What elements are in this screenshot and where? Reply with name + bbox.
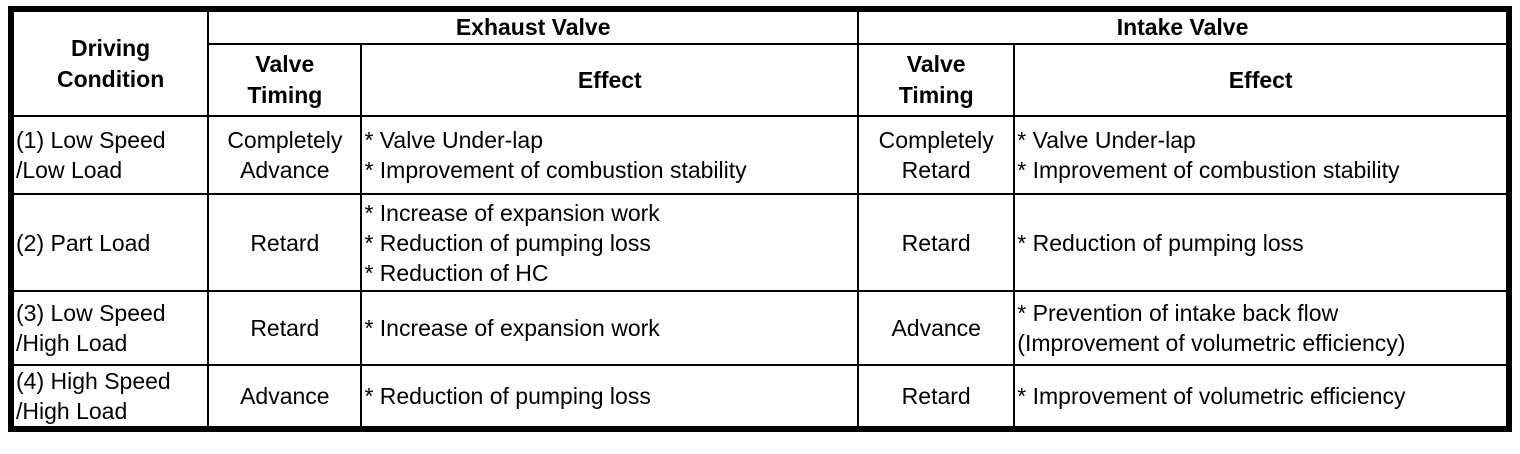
cell-intake-valve-timing: Retard bbox=[857, 193, 1016, 292]
cell-intake-valve-timing: Advance bbox=[857, 290, 1016, 366]
cell-exhaust-valve-timing: Retard bbox=[207, 193, 363, 292]
cell-exhaust-effect: * Increase of expansion work bbox=[360, 290, 860, 366]
cell-condition: (4) High Speed /High Load bbox=[9, 364, 210, 430]
header-group-row: Driving Condition Exhaust Valve Intake V… bbox=[9, 8, 1510, 117]
cell-intake-effect: * Valve Under-lap * Improvement of combu… bbox=[1013, 115, 1510, 195]
cell-condition: (3) Low Speed /High Load bbox=[9, 290, 210, 366]
table-row-high-speed-high-load: (4) High Speed /High Load Advance * Redu… bbox=[9, 364, 1510, 430]
cell-condition: (2) Part Load bbox=[9, 193, 210, 292]
cell-intake-effect: * Reduction of pumping loss bbox=[1013, 193, 1510, 292]
header-intake-valve-timing: Valve Timing bbox=[857, 43, 1016, 117]
cell-exhaust-effect: * Valve Under-lap * Improvement of combu… bbox=[360, 115, 860, 195]
cell-exhaust-effect: * Reduction of pumping loss bbox=[360, 364, 860, 430]
header-driving-condition: Driving Condition bbox=[9, 8, 210, 117]
cell-exhaust-valve-timing: Retard bbox=[207, 290, 363, 366]
header-exhaust-effect: Effect bbox=[360, 43, 860, 117]
header-intake-effect: Effect bbox=[1013, 43, 1510, 117]
header-columns-row: Valve Timing Effect Valve Timing Effect bbox=[11, 43, 1510, 117]
cell-intake-valve-timing: Completely Retard bbox=[857, 115, 1016, 195]
valve-timing-table: Driving Condition Exhaust Valve Intake V… bbox=[8, 6, 1512, 432]
cell-exhaust-effect: * Increase of expansion work * Reduction… bbox=[360, 193, 860, 292]
cell-condition: (1) Low Speed /Low Load bbox=[9, 115, 210, 195]
cell-intake-effect: * Improvement of volumetric efficiency bbox=[1013, 364, 1510, 430]
header-exhaust-valve-timing: Valve Timing bbox=[207, 43, 363, 117]
header-exhaust-valve: Exhaust Valve bbox=[207, 8, 860, 45]
cell-intake-valve-timing: Retard bbox=[857, 364, 1016, 430]
cell-intake-effect: * Prevention of intake back flow (Improv… bbox=[1013, 290, 1510, 366]
table-row-low-speed-high-load: (3) Low Speed /High Load Retard * Increa… bbox=[9, 290, 1510, 366]
cell-exhaust-valve-timing: Advance bbox=[207, 364, 363, 430]
table-row-low-speed-low-load: (1) Low Speed /Low Load Completely Advan… bbox=[9, 115, 1510, 195]
header-intake-valve: Intake Valve bbox=[857, 8, 1510, 45]
cell-exhaust-valve-timing: Completely Advance bbox=[207, 115, 363, 195]
table-row-part-load: (2) Part Load Retard * Increase of expan… bbox=[9, 193, 1510, 292]
